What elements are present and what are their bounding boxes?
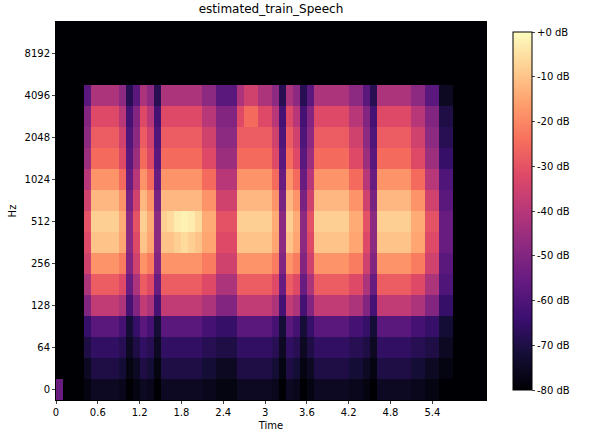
svg-text:-10 dB: -10 dB	[537, 71, 570, 82]
svg-text:2048: 2048	[25, 132, 50, 143]
svg-text:8192: 8192	[25, 48, 50, 59]
svg-text:128: 128	[31, 300, 50, 311]
svg-text:2.4: 2.4	[215, 407, 231, 418]
svg-text:1024: 1024	[25, 174, 50, 185]
svg-text:3.6: 3.6	[299, 407, 315, 418]
svg-text:-80 dB: -80 dB	[537, 385, 570, 396]
svg-text:-60 dB: -60 dB	[537, 295, 570, 306]
svg-text:-20 dB: -20 dB	[537, 116, 570, 127]
svg-text:-40 dB: -40 dB	[537, 206, 570, 217]
svg-text:0: 0	[44, 384, 50, 395]
svg-text:5.4: 5.4	[424, 407, 440, 418]
svg-text:512: 512	[31, 216, 50, 227]
svg-text:64: 64	[37, 342, 50, 353]
svg-text:-50 dB: -50 dB	[537, 250, 570, 261]
svg-text:256: 256	[31, 258, 50, 269]
svg-text:4.2: 4.2	[341, 407, 357, 418]
svg-text:1.2: 1.2	[132, 407, 148, 418]
svg-text:4096: 4096	[25, 90, 50, 101]
svg-text:0.6: 0.6	[90, 407, 106, 418]
svg-text:+0 dB: +0 dB	[537, 27, 568, 38]
svg-text:-70 dB: -70 dB	[537, 340, 570, 351]
svg-text:0: 0	[53, 407, 59, 418]
svg-text:1.8: 1.8	[173, 407, 189, 418]
svg-text:Time: Time	[258, 420, 283, 431]
svg-text:3: 3	[262, 407, 268, 418]
svg-text:4.8: 4.8	[383, 407, 399, 418]
svg-text:estimated_train_Speech: estimated_train_Speech	[199, 2, 344, 16]
svg-text:Hz: Hz	[7, 205, 18, 218]
svg-text:-30 dB: -30 dB	[537, 161, 570, 172]
